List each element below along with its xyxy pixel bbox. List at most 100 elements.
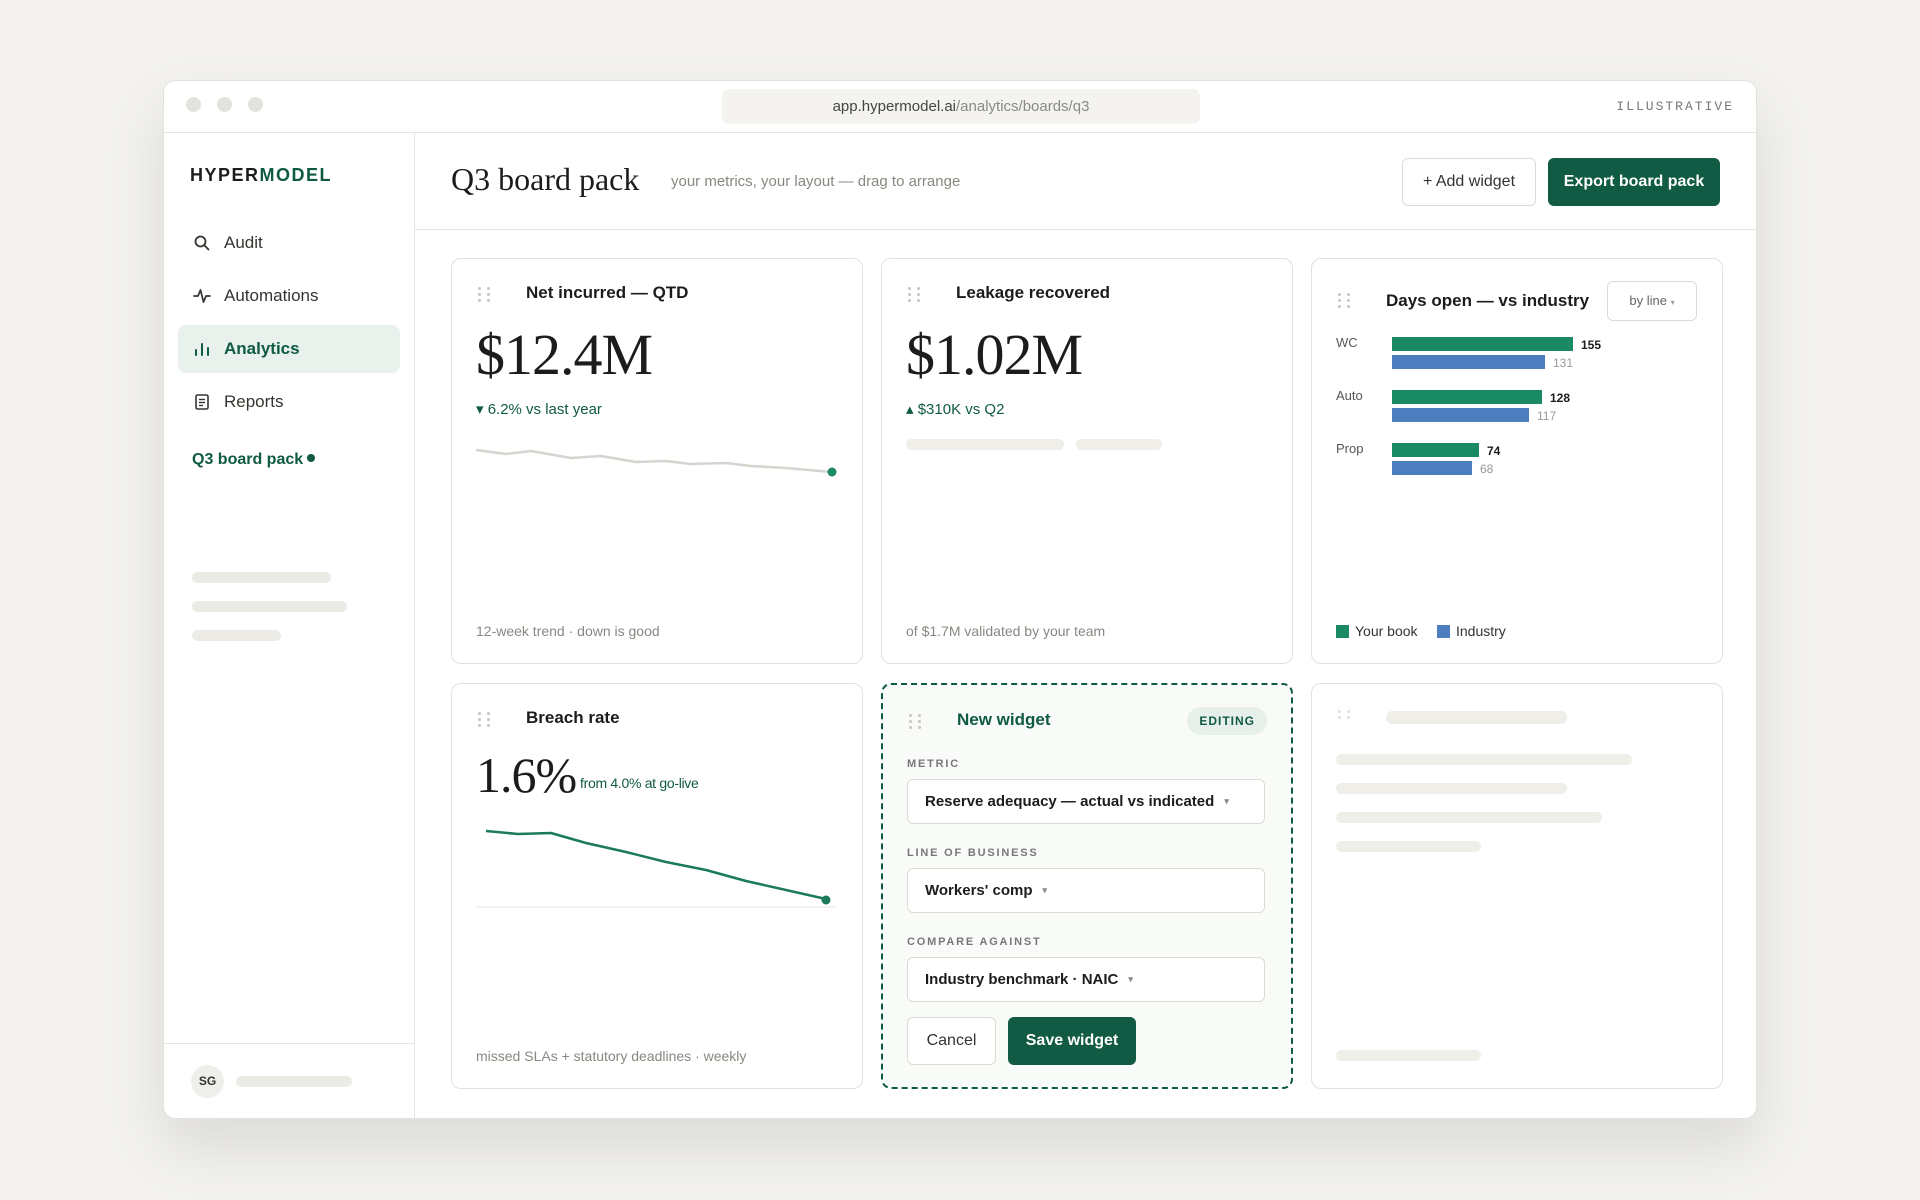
widget-footer: missed SLAs + statutory deadlines · week… [476,1048,747,1064]
widget-delta: ▾ 6.2% vs last year [476,401,602,418]
placeholder-bar [1386,711,1567,724]
board-link-q3[interactable]: Q3 board pack [192,451,316,469]
legend-your-book: Your book [1336,623,1418,639]
placeholder-bar [1336,841,1481,852]
drag-handle-icon[interactable] [478,287,492,303]
widget-title: New widget [957,710,1051,729]
document-icon [195,394,209,410]
bar-value-label: 128 [1550,391,1571,405]
url-host: app.hypermodel.ai [832,98,956,115]
compare-against-value: Industry benchmark · NAIC [925,971,1119,988]
logo-part-hyper: HYPER [190,165,260,185]
placeholder-bar [1336,783,1567,794]
legend-industry: Industry [1437,623,1506,639]
metric-value: Reserve adequacy — actual vs indicated [925,793,1215,810]
widget-title: Leakage recovered [956,283,1111,302]
widget-value: $1.02M [906,322,1083,387]
drag-handle-icon[interactable] [1338,710,1352,726]
nav-item-audit[interactable]: Audit [178,219,400,267]
bar-wc-industry [1392,355,1545,369]
line-of-business-label: LINE OF BUSINESS [907,847,1039,859]
widget-breach-rate[interactable]: Breach rate 1.6% from 4.0% at go-live mi… [451,683,863,1089]
placeholder-bar [906,439,1064,450]
bar-auto-industry [1392,408,1529,422]
placeholder-bar [1076,439,1162,450]
widget-net-incurred[interactable]: Net incurred — QTD $12.4M ▾ 6.2% vs last… [451,258,863,664]
placeholder-bar [1336,754,1632,765]
line-of-business-select[interactable]: Workers' comp ▾ [907,868,1265,913]
page-title: Q3 board pack [451,161,640,197]
logo-part-model: MODEL [259,165,333,185]
widget-days-open[interactable]: Days open — vs industry by line ▾ WC 155 1… [1311,258,1723,664]
placeholder-bar [236,1076,352,1087]
bar-wc-your-book [1392,337,1573,351]
legend-label: Industry [1456,623,1506,639]
nav-label-audit: Audit [224,233,263,252]
bar-prop-your-book [1392,443,1479,457]
window-maximize-dot[interactable] [248,97,263,112]
drag-handle-icon[interactable] [478,712,492,728]
drag-handle-icon[interactable] [1338,293,1352,309]
nav-label-reports: Reports [224,392,284,411]
widget-placeholder[interactable] [1311,683,1723,1089]
nav-label-automations: Automations [224,286,319,305]
chevron-down-icon: ▾ [1224,796,1229,806]
sparkline-line [476,448,832,474]
illustrative-tag: ILLUSTRATIVE [1616,99,1734,114]
bar-value-label: 131 [1553,356,1574,370]
by-line-label: by line [1629,293,1667,308]
sparkline [476,448,837,477]
page-header: Q3 board pack your metrics, your layout … [415,133,1756,230]
bar-value-label: 68 [1480,462,1494,476]
widget-title: Days open — vs industry [1386,291,1590,310]
bar-category-label: Auto [1336,388,1363,403]
bar-chart-icon [195,343,209,356]
placeholder-bar [192,630,281,641]
bar-value-label: 117 [1537,409,1557,423]
widget-title: Breach rate [526,708,620,727]
placeholder-bar [192,601,347,612]
logo[interactable]: HYPERMODEL [190,165,332,186]
cancel-button[interactable]: Cancel [907,1017,996,1065]
breach-trend-line [485,829,827,901]
search-icon [194,235,210,251]
nav-item-automations[interactable]: Automations [178,272,400,320]
placeholder-bar [1336,812,1602,823]
legend-swatch [1336,625,1349,638]
browser-titlebar: app.hypermodel.ai/analytics/boards/q3 IL… [164,81,1756,133]
compare-against-select[interactable]: Industry benchmark · NAIC ▾ [907,957,1265,1002]
breach-trend-endpoint [821,895,831,905]
url-path: /analytics/boards/q3 [956,98,1090,115]
widget-leakage-recovered[interactable]: Leakage recovered $1.02M ▴ $310K vs Q2 o… [881,258,1293,664]
main-content: Q3 board pack your metrics, your layout … [415,133,1756,1118]
address-bar[interactable]: app.hypermodel.ai/analytics/boards/q3 [722,89,1200,124]
drag-handle-icon[interactable] [909,714,923,730]
sparkline-endpoint [827,467,837,477]
by-line-dropdown[interactable]: by line ▾ [1607,281,1697,321]
save-widget-button[interactable]: Save widget [1008,1017,1136,1065]
widget-title: Net incurred — QTD [526,283,689,302]
avatar[interactable]: SG [191,1065,224,1098]
editing-badge: EDITING [1187,707,1267,735]
page-subtitle: your metrics, your layout — drag to arra… [671,173,961,190]
board-link-label: Q3 board pack [192,451,304,468]
window-close-dot[interactable] [186,97,201,112]
widget-note: from 4.0% at go-live [580,775,699,791]
widget-delta: ▴ $310K vs Q2 [906,401,1005,418]
export-board-pack-button[interactable]: Export board pack [1548,158,1720,206]
widget-new-editing[interactable]: New widget EDITING METRIC Reserve adequa… [881,683,1293,1089]
nav-item-analytics[interactable]: Analytics [178,325,400,373]
bar-prop-industry [1392,461,1472,475]
drag-handle-icon[interactable] [908,287,922,303]
sidebar: HYPERMODEL Audit Automations Analytics R… [164,133,415,1118]
metric-select[interactable]: Reserve adequacy — actual vs indicated ▾ [907,779,1265,824]
bar-auto-your-book [1392,390,1542,404]
bar-category-label: Prop [1336,441,1364,456]
active-dot-icon [307,454,316,462]
bar-category-label: WC [1336,335,1358,350]
line-of-business-value: Workers' comp [925,882,1033,899]
placeholder-bar [192,572,331,583]
add-widget-button[interactable]: + Add widget [1402,158,1536,206]
nav-item-reports[interactable]: Reports [178,378,400,426]
window-minimize-dot[interactable] [217,97,232,112]
